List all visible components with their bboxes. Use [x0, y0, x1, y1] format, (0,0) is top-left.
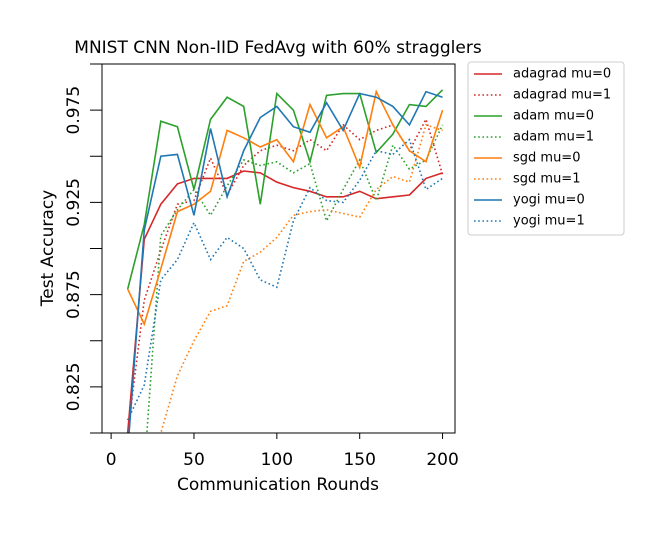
legend-label: yogi mu=1: [513, 214, 585, 229]
x-tick-label: 100: [261, 450, 293, 470]
series-line: [128, 90, 443, 433]
legend: adagrad mu=0 adagrad mu=1 adam mu=0 adam mu…: [467, 61, 625, 236]
series-line: [126, 138, 444, 421]
y-tick-label: 0.975: [64, 86, 84, 135]
y-tick-label: 0.825: [64, 363, 84, 412]
x-tick-label: 150: [343, 450, 375, 470]
legend-label: adam mu=1: [513, 130, 594, 145]
x-tick-label: 200: [426, 450, 458, 470]
legend-label: adagrad mu=0: [513, 67, 611, 82]
series-line: [126, 170, 443, 433]
legend-label: yogi mu=0: [513, 193, 585, 208]
series-line: [126, 117, 444, 433]
x-axis-label: Communication Rounds: [177, 475, 379, 495]
x-tick-label: 0: [106, 450, 117, 470]
series-line: [126, 89, 444, 327]
legend-label: sgd mu=0: [513, 151, 580, 166]
series-line: [160, 123, 443, 433]
x-tick-label: 50: [183, 450, 205, 470]
y-axis-label: Test Accuracy: [38, 190, 58, 308]
legend-box: [467, 61, 625, 236]
series-line: [126, 89, 444, 290]
legend-label: sgd mu=1: [513, 172, 580, 187]
chart-title: MNIST CNN Non-IID FedAvg with 60% stragg…: [74, 38, 482, 58]
y-tick-label: 0.875: [64, 270, 84, 319]
y-tick-label: 0.925: [64, 178, 84, 227]
legend-label: adam mu=0: [513, 109, 594, 124]
plot-area: [126, 89, 444, 433]
legend-label: adagrad mu=1: [513, 88, 611, 103]
